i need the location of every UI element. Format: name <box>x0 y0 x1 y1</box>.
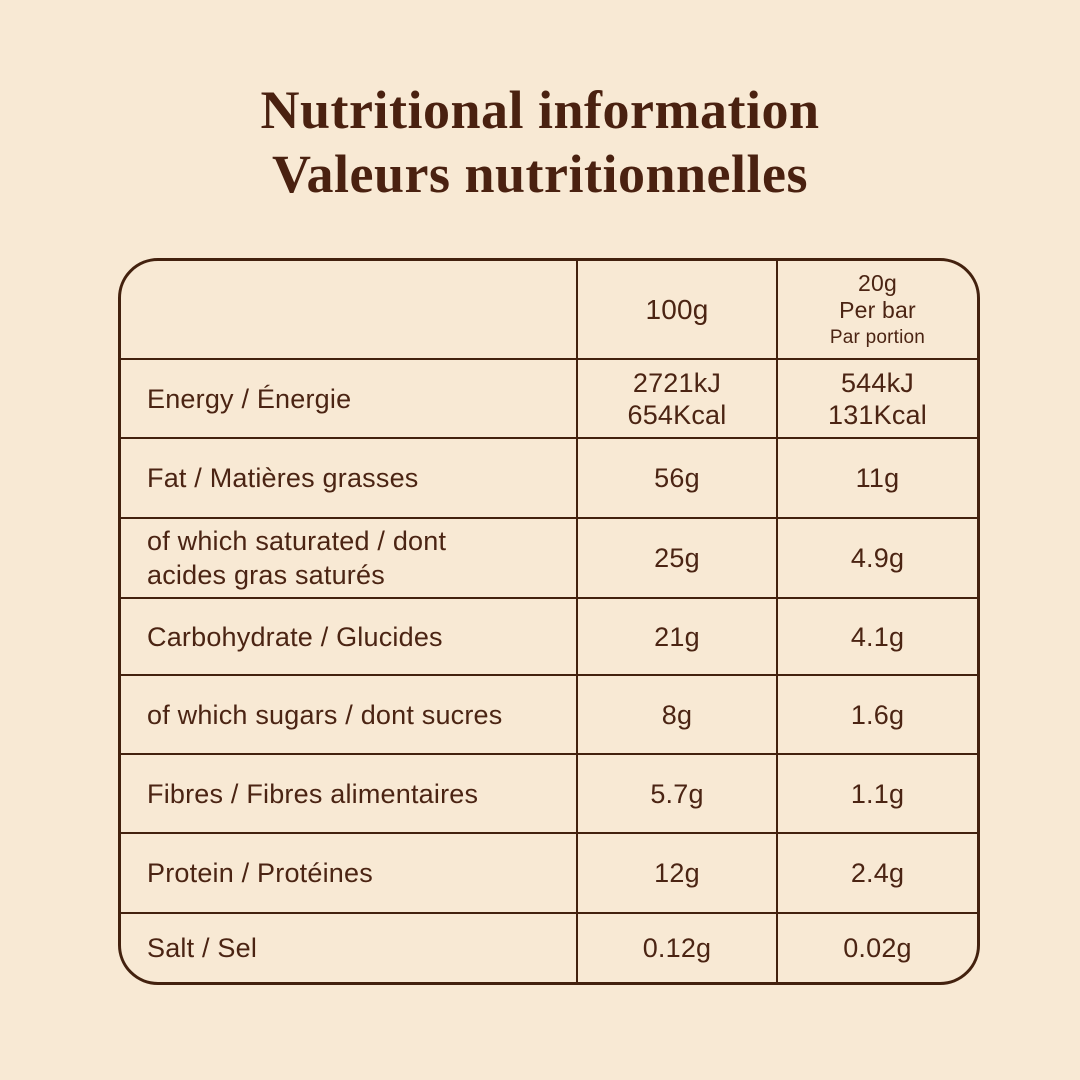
header-per-bar-en: Per bar <box>839 296 916 323</box>
value-cell-per-bar: 4.1g <box>776 599 977 674</box>
value-cell-100g: 56g <box>576 439 776 517</box>
value-cell-100g: 2721kJ 654Kcal <box>576 360 776 437</box>
value-cell-per-bar: 544kJ 131Kcal <box>776 360 977 437</box>
table-header-row: 100g 20g Per bar Par portion <box>121 261 977 358</box>
table-row-saturated: of which saturated / dont acides gras sa… <box>121 517 977 597</box>
value-cell-100g: 25g <box>576 519 776 597</box>
row-label-cell: Protein / Protéines <box>121 834 576 912</box>
nutrition-table: 100g 20g Per bar Par portion Energy / Én… <box>118 258 980 985</box>
table-row-carbohydrate: Carbohydrate / Glucides 21g 4.1g <box>121 597 977 674</box>
value-cell-per-bar: 11g <box>776 439 977 517</box>
row-label: Protein / Protéines <box>147 858 373 888</box>
page-title: Nutritional information Valeurs nutritio… <box>0 78 1080 206</box>
header-per-bar-size: 20g <box>858 269 897 296</box>
table-row-energy: Energy / Énergie 2721kJ 654Kcal 544kJ 13… <box>121 358 977 437</box>
row-label-cell: Fat / Matières grasses <box>121 439 576 517</box>
row-label-cell: of which sugars / dont sucres <box>121 676 576 753</box>
value-cell-per-bar: 4.9g <box>776 519 977 597</box>
row-label: of which sugars / dont sucres <box>147 699 503 730</box>
table-row-protein: Protein / Protéines 12g 2.4g <box>121 832 977 912</box>
header-per-bar-cell: 20g Per bar Par portion <box>776 261 977 358</box>
row-label: Energy / Énergie <box>147 383 352 414</box>
table-row-fibres: Fibres / Fibres alimentaires 5.7g 1.1g <box>121 753 977 832</box>
value-cell-per-bar: 2.4g <box>776 834 977 912</box>
row-label-cell: Energy / Énergie <box>121 360 576 437</box>
row-label: Carbohydrate / Glucides <box>147 621 443 652</box>
value-cell-100g: 5.7g <box>576 755 776 832</box>
header-empty-cell <box>121 261 576 358</box>
table-row-sugars: of which sugars / dont sucres 8g 1.6g <box>121 674 977 753</box>
row-label-cell: Fibres / Fibres alimentaires <box>121 755 576 832</box>
value-cell-per-bar: 1.6g <box>776 676 977 753</box>
row-label-cell: Carbohydrate / Glucides <box>121 599 576 674</box>
value-cell-100g: 21g <box>576 599 776 674</box>
row-label-cell: Salt / Sel <box>121 914 576 982</box>
page-title-line-en: Nutritional information <box>260 80 820 140</box>
header-100g-cell: 100g <box>576 261 776 358</box>
row-label: Fibres / Fibres alimentaires <box>147 778 479 809</box>
table-row-salt: Salt / Sel 0.12g 0.02g <box>121 912 977 982</box>
value-cell-100g: 12g <box>576 834 776 912</box>
row-label-cell: of which saturated / dont acides gras sa… <box>121 519 576 597</box>
value-cell-per-bar: 0.02g <box>776 914 977 982</box>
table-row-fat: Fat / Matières grasses 56g 11g <box>121 437 977 517</box>
value-cell-100g: 8g <box>576 676 776 753</box>
value-cell-100g: 0.12g <box>576 914 776 982</box>
row-label: of which saturated / dont acides gras sa… <box>147 526 447 590</box>
row-label: Salt / Sel <box>147 933 258 963</box>
row-label: Fat / Matières grasses <box>147 463 419 493</box>
page-title-line-fr: Valeurs nutritionnelles <box>271 144 809 204</box>
header-per-bar-fr: Par portion <box>829 326 926 348</box>
value-cell-per-bar: 1.1g <box>776 755 977 832</box>
